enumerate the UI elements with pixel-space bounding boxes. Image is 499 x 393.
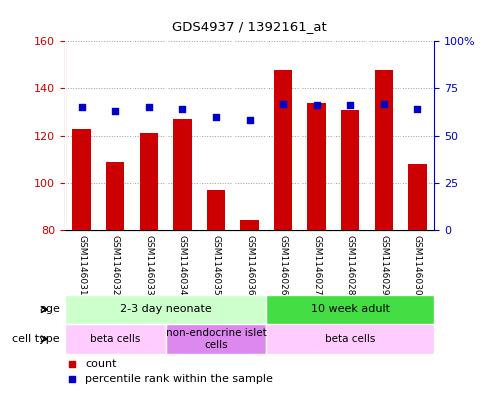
Text: cell type: cell type (12, 334, 60, 344)
Text: GSM1146027: GSM1146027 (312, 235, 321, 296)
Point (178, 106, 186, 112)
Text: beta cells: beta cells (325, 334, 375, 344)
Bar (408, 164, 427, 230)
Point (145, 104, 153, 110)
Text: GSM1146036: GSM1146036 (245, 235, 254, 296)
Bar (65, 295, 266, 324)
Bar (106, 162, 124, 230)
Bar (266, 324, 434, 354)
Text: GDS4937 / 1392161_at: GDS4937 / 1392161_at (172, 20, 327, 33)
Text: 2-3 day neonate: 2-3 day neonate (120, 305, 212, 314)
Text: GSM1146035: GSM1146035 (212, 235, 221, 296)
Point (346, 102, 354, 108)
Point (380, 100, 388, 107)
Point (78, 104, 86, 110)
Bar (341, 110, 359, 230)
Bar (207, 190, 225, 230)
Text: GSM1146028: GSM1146028 (346, 235, 355, 296)
Bar (65, 324, 166, 354)
Text: GSM1146031: GSM1146031 (77, 235, 86, 296)
Bar (266, 295, 434, 324)
Point (68, 376, 76, 382)
Bar (72, 129, 91, 230)
Text: GSM1146032: GSM1146032 (111, 235, 120, 296)
Text: 10 week adult: 10 week adult (311, 305, 390, 314)
Text: GSM1146033: GSM1146033 (144, 235, 153, 296)
Bar (240, 220, 258, 230)
Point (111, 108, 119, 114)
Point (313, 102, 321, 108)
Text: count: count (85, 358, 117, 369)
Text: percentile rank within the sample: percentile rank within the sample (85, 374, 273, 384)
Bar (274, 70, 292, 230)
Text: beta cells: beta cells (90, 334, 140, 344)
Point (279, 100, 287, 107)
Point (246, 118, 253, 124)
Bar (140, 133, 158, 230)
Point (68, 360, 76, 367)
Point (212, 114, 220, 120)
Bar (166, 324, 266, 354)
Text: age: age (39, 305, 60, 314)
Point (413, 106, 421, 112)
Text: non-endocrine islet
cells: non-endocrine islet cells (166, 328, 266, 350)
Bar (375, 70, 393, 230)
Text: GSM1146026: GSM1146026 (278, 235, 287, 296)
Text: GSM1146030: GSM1146030 (413, 235, 422, 296)
Bar (307, 103, 326, 230)
Text: GSM1146034: GSM1146034 (178, 235, 187, 296)
Bar (173, 119, 192, 230)
Text: GSM1146029: GSM1146029 (379, 235, 388, 296)
